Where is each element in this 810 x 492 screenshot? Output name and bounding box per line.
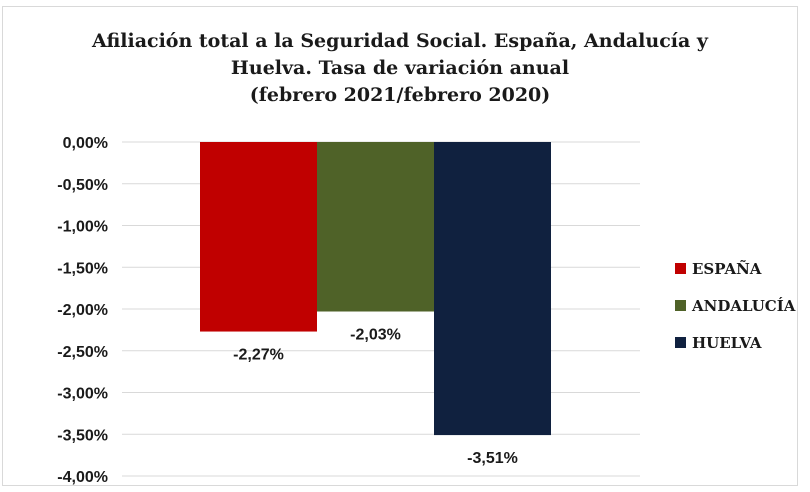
y-tick-label: -0,50% — [57, 177, 108, 194]
data-label: -3,51% — [467, 450, 518, 467]
legend-swatch — [675, 300, 686, 311]
y-tick-label: -4,00% — [57, 469, 108, 486]
y-tick-label: 0,00% — [63, 135, 108, 152]
bar-1 — [200, 142, 317, 332]
chart-title-line-1: Afiliación total a la Seguridad Social. … — [92, 30, 708, 52]
legend-swatch — [675, 263, 686, 274]
chart-title-line-2: Huelva. Tasa de variación anual — [230, 57, 570, 79]
y-tick-label: -2,50% — [57, 344, 108, 361]
legend-swatch — [675, 337, 686, 348]
data-label: -2,27% — [233, 347, 284, 364]
y-tick-label: -3,50% — [57, 427, 108, 444]
y-tick-label: -1,00% — [57, 219, 108, 236]
y-tick-label: -3,00% — [57, 386, 108, 403]
bar-3 — [434, 142, 551, 436]
y-tick-label: -2,00% — [57, 302, 108, 319]
chart-title: Afiliación total a la Seguridad Social. … — [60, 28, 740, 109]
legend-label: ESPAÑA — [692, 259, 762, 278]
chart-title-line-3: (febrero 2021/febrero 2020) — [249, 84, 551, 106]
bar-2 — [317, 142, 434, 312]
data-label: -2,03% — [350, 327, 401, 344]
legend-label: ANDALUCÍA — [691, 297, 796, 315]
legend-label: HUELVA — [692, 334, 762, 352]
y-tick-label: -1,50% — [57, 260, 108, 277]
